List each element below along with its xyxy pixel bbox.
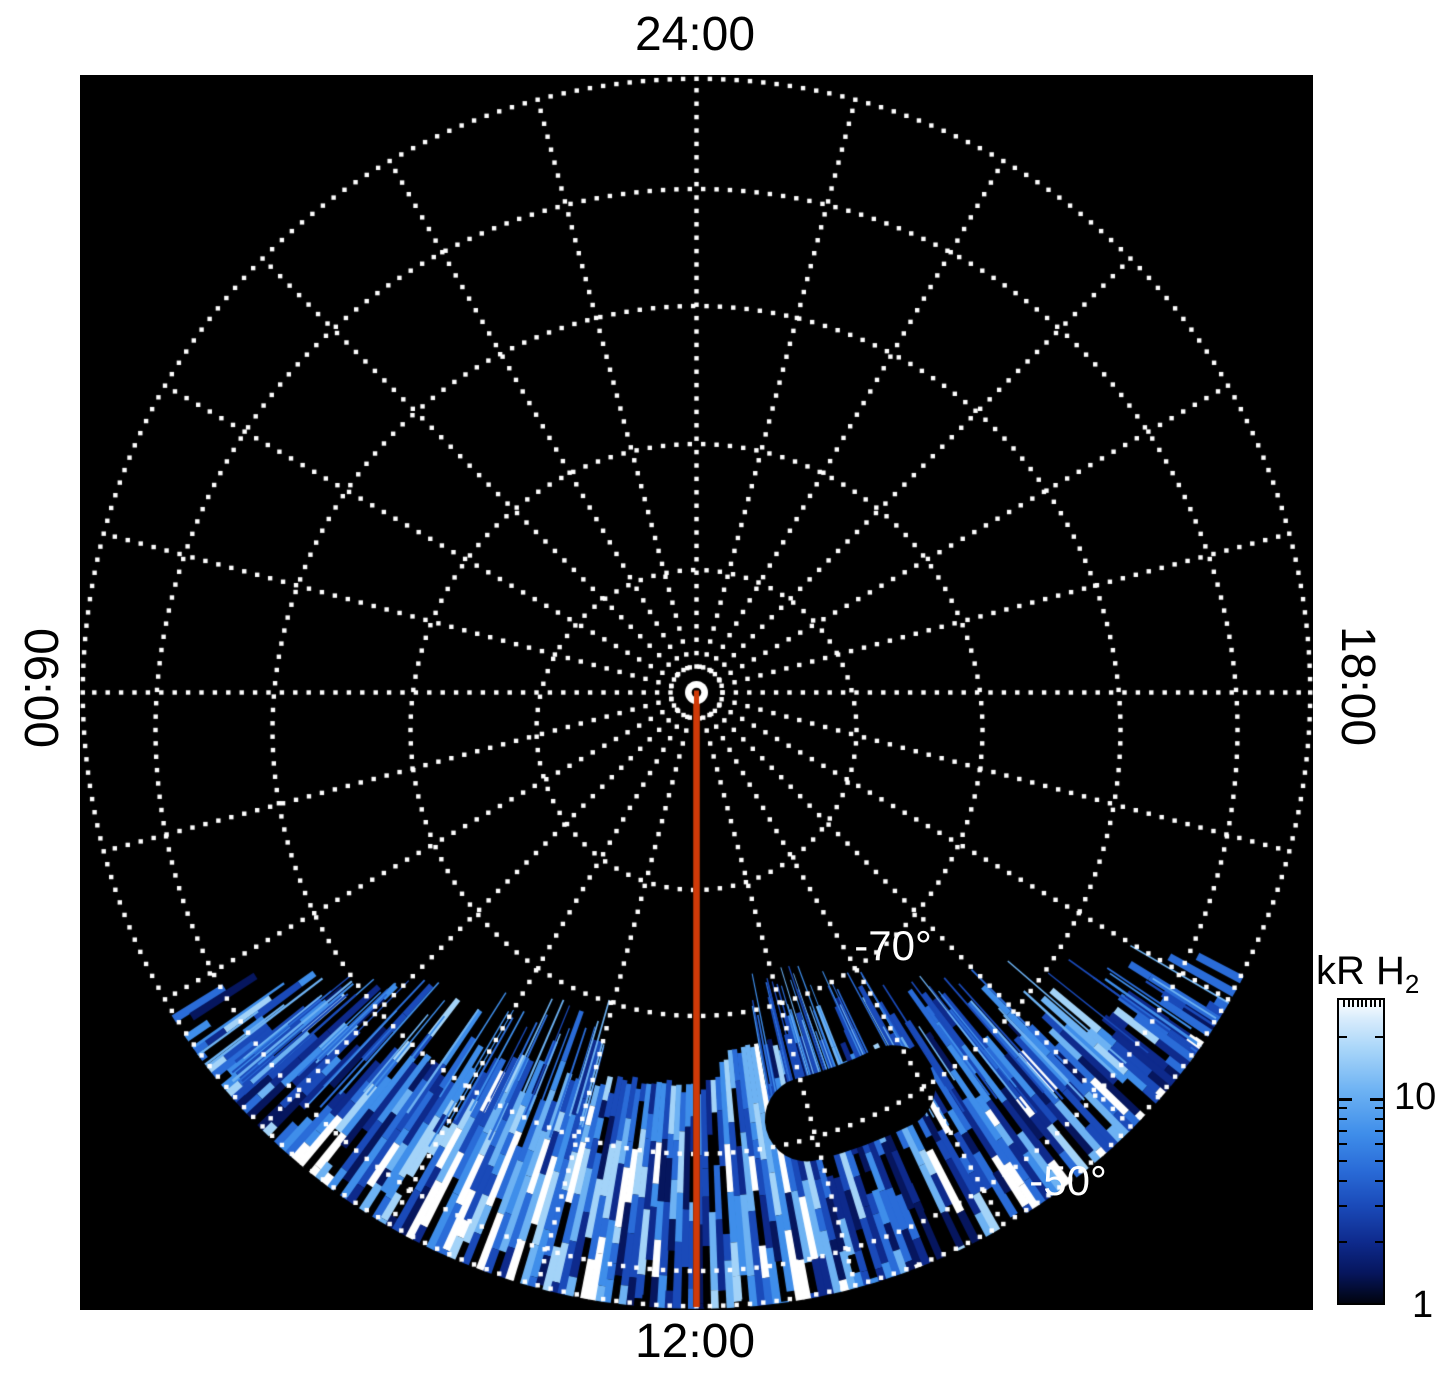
colorbar-tickmark (1375, 1241, 1383, 1243)
colorbar-tick-1: 1 (1412, 1284, 1434, 1326)
clock-label-12: 12:00 (634, 1315, 756, 1368)
colorbar-title-subscript: 2 (1404, 969, 1420, 999)
polar-plot-area (80, 75, 1313, 1310)
colorbar-tickmark (1375, 1036, 1383, 1038)
colorbar-tickmark (1375, 1143, 1383, 1145)
clock-label-18: 18:00 (1331, 625, 1384, 747)
colorbar-tickmark (1339, 1098, 1352, 1101)
colorbar-title-main: kR H (1316, 949, 1405, 993)
colorbar-tickmark (1339, 1160, 1347, 1162)
colorbar-tickmark (1375, 1205, 1383, 1207)
colorbar-tickmark (1348, 1000, 1350, 1007)
colorbar-tickmark (1343, 1000, 1345, 1007)
colorbar-tickmark (1375, 1180, 1383, 1182)
colorbar-tickmark (1379, 1000, 1381, 1007)
colorbar-tickmark (1374, 1000, 1376, 1007)
colorbar-tick-10: 10 (1394, 1076, 1437, 1119)
latitude-label-50: -50° (1029, 1157, 1107, 1204)
colorbar-tickmark (1339, 1036, 1347, 1038)
colorbar-tickmark (1357, 1000, 1359, 1007)
colorbar-tickmark (1339, 1107, 1347, 1109)
colorbar-tickmark (1352, 1000, 1354, 1007)
colorbar-tickmark (1365, 1000, 1367, 1007)
colorbar-tickmark (1375, 1130, 1383, 1132)
colorbar-tickmark (1339, 1205, 1347, 1207)
colorbar-title: kR H2 (1316, 951, 1419, 1004)
colorbar-tickmark (1339, 1118, 1347, 1120)
colorbar-tickmark (1361, 1000, 1363, 1007)
latitude-label-70: -70° (854, 922, 932, 969)
colorbar-tickmark (1375, 1160, 1383, 1162)
polar-heatmap-canvas (80, 75, 1313, 1310)
clock-label-24: 24:00 (634, 8, 756, 61)
colorbar-tickmark (1339, 1180, 1347, 1182)
colorbar-tickmark (1339, 1130, 1347, 1132)
colorbar-tickmark (1370, 1000, 1372, 1007)
clock-label-06: 06:00 (14, 627, 67, 749)
colorbar (1337, 998, 1385, 1305)
colorbar-tickmark (1339, 1241, 1347, 1243)
colorbar-tickmark (1375, 1118, 1383, 1120)
colorbar-tickmark (1370, 1098, 1383, 1101)
colorbar-tickmark (1339, 1143, 1347, 1145)
colorbar-tickmark (1375, 1107, 1383, 1109)
